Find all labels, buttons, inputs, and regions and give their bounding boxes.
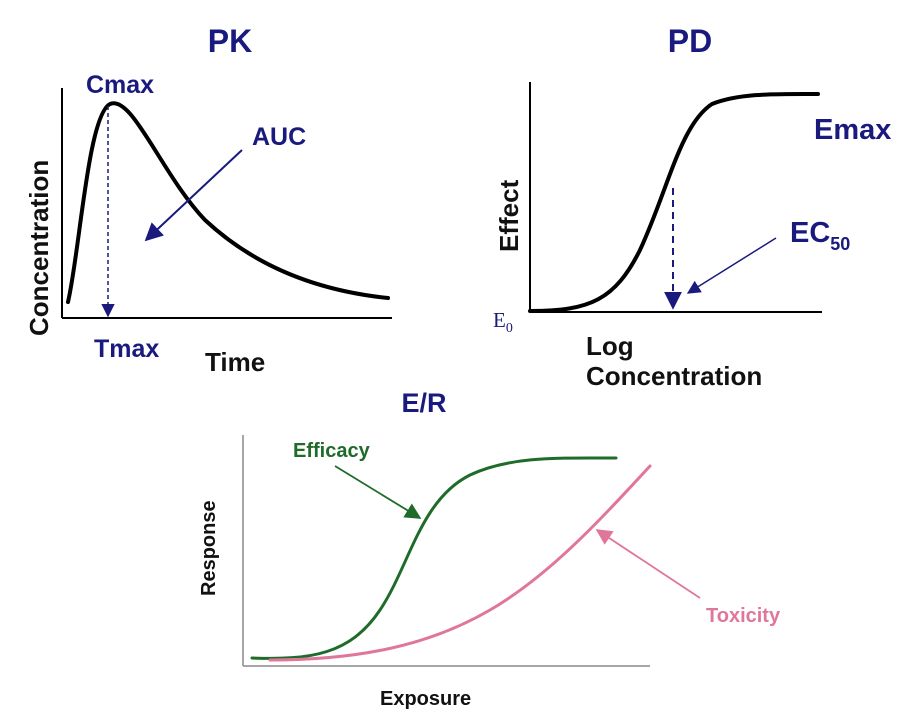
pk-y-label: Concentration: [24, 160, 54, 336]
pd-title: PD: [668, 23, 712, 59]
er-efficacy-label: Efficacy: [293, 440, 371, 462]
er-title: E/R: [401, 388, 446, 418]
pk-x-label: Time: [205, 347, 265, 377]
pd-panel: PD Emax EC50 E0 Effect Log Concentration: [493, 23, 891, 391]
pk-cmax-label: Cmax: [86, 71, 154, 99]
er-efficacy-curve: [250, 456, 618, 660]
er-toxicity-label: Toxicity: [706, 605, 781, 627]
pd-ec50-arrow: [686, 237, 777, 294]
pd-x-label-line1: Log: [586, 331, 634, 361]
er-toxicity-curve: [268, 464, 652, 662]
pk-panel: PK Cmax AUC Tmax Time Concentration: [24, 23, 392, 377]
pk-tmax-label: Tmax: [94, 335, 159, 363]
pk-concentration-curve: [66, 101, 390, 304]
er-panel: E/R Efficacy Toxicity Response Exposure: [198, 388, 781, 710]
er-y-label: Response: [198, 500, 220, 596]
er-toxicity-arrow: [595, 529, 701, 599]
pd-y-label: Effect: [494, 179, 524, 252]
pd-effect-curve: [528, 91, 820, 313]
pd-x-label-line2: Concentration: [586, 361, 762, 391]
pk-title: PK: [208, 23, 252, 59]
pd-e0-label: E0: [493, 308, 513, 336]
pk-auc-arrow: [144, 149, 243, 242]
pd-emax-label: Emax: [814, 114, 891, 146]
er-efficacy-arrow: [334, 465, 422, 519]
pd-ec50-label: EC50: [790, 217, 850, 254]
pk-auc-label: AUC: [252, 123, 306, 151]
er-x-label: Exposure: [380, 688, 471, 710]
